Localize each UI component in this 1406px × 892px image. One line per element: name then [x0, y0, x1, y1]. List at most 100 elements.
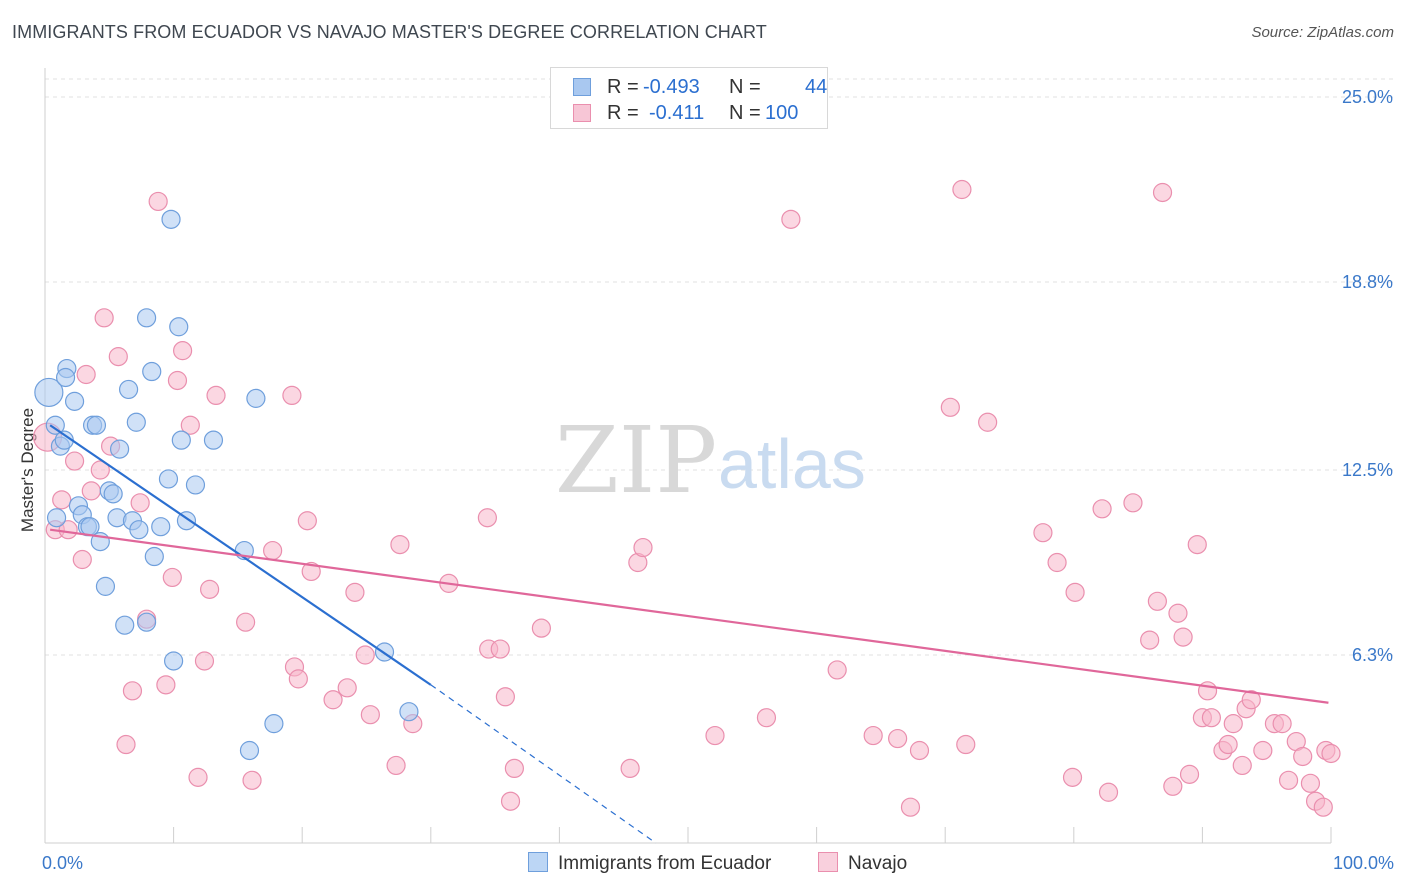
navajo-point: [1241, 690, 1261, 710]
navajo-point: [337, 678, 357, 698]
navajo-point: [90, 460, 110, 480]
bottom-legend-ecuador-label: Immigrants from Ecuador: [558, 853, 772, 874]
navajo-point: [1293, 746, 1313, 767]
navajo-point: [1313, 797, 1333, 817]
navajo-point: [633, 537, 653, 558]
legend-n-label: N =: [729, 76, 761, 98]
navajo-trendline: [49, 528, 1329, 704]
legend-swatch-navajo: [573, 104, 591, 122]
watermark: ZIP atlas: [555, 407, 866, 514]
navajo-point: [1300, 773, 1321, 793]
ecuador-point: [103, 484, 123, 504]
navajo-point: [1173, 627, 1193, 647]
navajo-point: [477, 508, 497, 528]
navajo-point: [323, 690, 343, 710]
ecuador-point: [399, 702, 419, 722]
bottom-swatch-ecuador: [528, 852, 548, 872]
navajo-point: [1232, 755, 1252, 776]
navajo-point: [1218, 734, 1238, 755]
source-credit: Source: ZipAtlas.com: [1251, 24, 1394, 41]
navajo-point: [162, 567, 182, 588]
navajo-point: [705, 725, 725, 746]
navajo-point: [500, 791, 521, 811]
legend-r-value: -0.493: [643, 76, 700, 98]
navajo-point: [297, 511, 317, 531]
y-tick-label: 6.3%: [1352, 645, 1393, 665]
navajo-point: [1163, 776, 1183, 796]
navajo-point: [504, 758, 524, 779]
navajo-point: [909, 740, 930, 761]
navajo-point: [173, 341, 193, 361]
navajo-point: [490, 639, 510, 659]
grid-layer: [45, 78, 1395, 656]
legend-r-label: R =: [607, 76, 639, 98]
navajo-point: [194, 651, 215, 671]
navajo-point: [242, 770, 262, 790]
navajo-point: [156, 675, 176, 695]
navajo-point: [180, 415, 200, 435]
y-tick-label: 12.5%: [1342, 460, 1393, 480]
navajo-point: [863, 725, 883, 746]
legend-r-value: -0.411: [649, 102, 705, 124]
navajo-point: [1272, 714, 1292, 734]
navajo-point: [386, 755, 406, 776]
ecuador-point: [95, 576, 116, 596]
navajo-point: [1253, 740, 1273, 761]
navajo-point: [1065, 582, 1085, 602]
ecuador-point: [107, 508, 127, 528]
navajo-point: [236, 612, 256, 632]
ecuador-point: [264, 714, 284, 734]
ecuador-point: [171, 430, 191, 450]
tick-layer: 6.3% 12.5% 18.8% 25.0% 0.0% 100.0%: [42, 87, 1394, 873]
ecuador-point: [109, 439, 130, 459]
ecuador-point: [136, 612, 157, 632]
navajo-point: [756, 708, 777, 728]
ecuador-point: [118, 379, 139, 400]
navajo-point: [72, 549, 92, 570]
ecuador-point: [45, 415, 65, 435]
navajo-point: [1223, 714, 1243, 734]
navajo-point: [94, 308, 114, 328]
ecuador-point: [158, 469, 179, 489]
legend-n-label: N =: [729, 102, 761, 124]
navajo-point: [900, 797, 921, 817]
navajo-point: [888, 728, 908, 749]
ecuador-point: [161, 209, 181, 229]
legend-swatch-ecuador: [573, 78, 591, 96]
ecuador-point: [115, 615, 135, 635]
navajo-point: [81, 481, 101, 501]
navajo-point: [1140, 630, 1160, 650]
navajo-point: [288, 669, 308, 689]
navajo-point: [188, 767, 208, 787]
navajo-point: [282, 385, 302, 405]
navajo-point: [940, 397, 960, 417]
navajo-point: [58, 520, 78, 540]
navajo-point: [1123, 493, 1143, 513]
navajo-point: [1062, 767, 1083, 787]
y-tick-label: 18.8%: [1342, 272, 1393, 292]
navajo-point: [167, 370, 188, 391]
ecuador-point: [239, 740, 260, 761]
navajo-point: [301, 561, 321, 582]
ecuador-point: [86, 415, 107, 435]
legend-r-label: R =: [607, 102, 639, 124]
navajo-point: [1092, 499, 1112, 519]
navajo-point: [1321, 743, 1341, 764]
navajo-point: [1201, 708, 1222, 728]
navajo-point: [64, 451, 85, 471]
navajo-point: [355, 645, 375, 665]
watermark-zip: ZIP: [555, 407, 717, 514]
y-tick-label: 25.0%: [1342, 87, 1393, 107]
ecuador-point: [142, 361, 162, 382]
ecuador-point: [185, 475, 206, 495]
navajo-point: [116, 734, 136, 755]
navajo-point: [956, 734, 976, 755]
ecuador-trendline-extension: [430, 684, 657, 844]
ecuador-point: [46, 508, 67, 528]
navajo-point: [531, 618, 551, 638]
navajo-point: [1047, 552, 1067, 573]
trend-layer: [49, 424, 1329, 844]
navajo-point: [76, 364, 96, 385]
navajo-point: [200, 579, 220, 599]
